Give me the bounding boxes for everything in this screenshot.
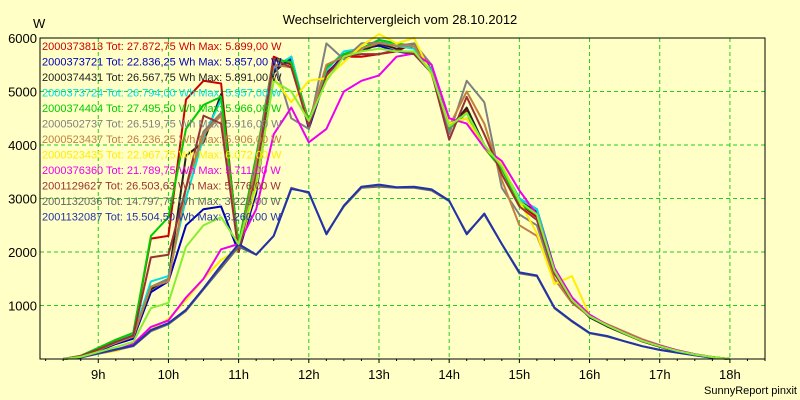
legend: 2000373813 Tot: 27.872,75 Wh Max: 5.899,…: [42, 41, 282, 224]
x-tick-label: 17h: [649, 367, 671, 382]
y-tick-label: 4000: [8, 138, 37, 153]
series-line-extra-light-green: [63, 47, 731, 360]
grid: [40, 37, 765, 359]
y-tick-label: 2000: [8, 245, 37, 260]
legend-entry-2001129627: 2001129627 Tot: 26.503,63 Wh Max: 5.776,…: [42, 181, 281, 193]
x-tick-label: 11h: [228, 367, 249, 382]
legend-entry-2001132036: 2001132036 Tot: 14.797,75 Wh Max: 3.223,…: [42, 196, 281, 208]
legend-entry-2000502737: 2000502737 Tot: 26.519,75 Wh Max: 5.916,…: [42, 119, 282, 131]
series-line-2001132087: [63, 183, 730, 360]
footer-credit: SunnyReport pinxit: [704, 385, 797, 397]
tick-labels: 1000 2000 3000 4000 5000 6000 9h 10h 11h 12h 13h 14…: [8, 31, 741, 382]
y-tick-label: 3000: [8, 192, 37, 207]
legend-entry-2000373813: 2000373813 Tot: 27.872,75 Wh Max: 5.899,…: [42, 41, 282, 53]
y-tick-label: 5000: [8, 85, 37, 100]
legend-entry-2000374431: 2000374431 Tot: 26.567,75 Wh Max: 5.891,…: [42, 72, 282, 84]
legend-entry-2000523437: 2000523437 Tot: 26.236,25 Wh Max: 5.906,…: [42, 134, 282, 146]
y-axis-label: W: [33, 16, 46, 31]
x-tick-label: 14h: [438, 367, 460, 382]
x-tick-label: 9h: [91, 367, 105, 382]
y-tick-label: 1000: [8, 299, 37, 314]
x-tick-label: 12h: [298, 367, 320, 382]
axes: [39, 37, 766, 363]
legend-entry-2000373721: 2000373721 Tot: 22.836,25 Wh Max: 5.857,…: [42, 57, 282, 69]
x-tick-label: 16h: [579, 367, 601, 382]
x-tick-label: 15h: [509, 367, 531, 382]
x-tick-label: 13h: [368, 367, 390, 382]
chart-title: Wechselrichtervergleich vom 28.10.2012: [283, 12, 518, 27]
series-group: [63, 33, 731, 360]
legend-entry-2000374404: 2000374404 Tot: 27.495,50 Wh Max: 5.966,…: [42, 103, 282, 115]
legend-entry-2000373724: 2000373724 Tot: 26.794,00 Wh Max: 5.957,…: [42, 88, 282, 100]
legend-entry-2001132087: 2001132087 Tot: 15.504,50 Wh Max: 3.260,…: [42, 212, 281, 224]
legend-entry-2000523435: 2000523435 Tot: 22.967,75 Wh Max: 6.072,…: [42, 150, 282, 162]
x-tick-label: 18h: [719, 367, 741, 382]
legend-entry-2000376360: 2000376360 Tot: 21.789,75 Wh Max: 5.711,…: [42, 165, 281, 177]
y-tick-label: 6000: [8, 31, 37, 46]
plot-frame: [39, 37, 766, 360]
x-tick-label: 10h: [158, 367, 180, 382]
